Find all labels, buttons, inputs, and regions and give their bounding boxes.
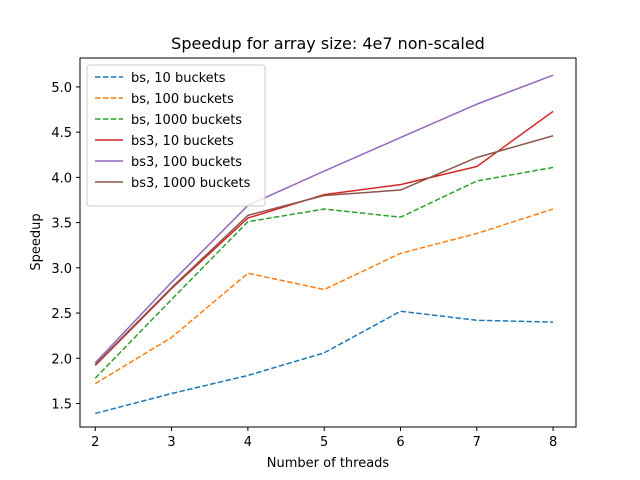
x-axis-label: Number of threads xyxy=(267,456,390,471)
x-axis: 2 3 4 5 6 7 8 xyxy=(91,427,557,450)
y-axis-label: Speedup xyxy=(29,213,44,270)
plot-frame xyxy=(79,57,577,428)
chart-title: Speedup for array size: 4e7 non-scaled xyxy=(171,34,485,53)
legend-label: bs, 10 buckets xyxy=(131,71,226,86)
x-tick-label: 5 xyxy=(320,435,328,450)
series-line-3 xyxy=(94,166,554,379)
y-tick-label: 4.5 xyxy=(51,126,72,141)
legend-label: bs3, 1000 buckets xyxy=(131,176,251,191)
x-tick-label: 2 xyxy=(91,435,99,450)
series-line-6 xyxy=(94,135,554,366)
y-tick-label: 4.0 xyxy=(51,171,72,186)
legend-label: bs, 100 buckets xyxy=(131,92,234,107)
y-tick-label: 3.5 xyxy=(51,217,72,232)
series-line-2 xyxy=(94,208,554,385)
y-tick-label: 5.0 xyxy=(51,81,72,96)
legend-label: bs3, 10 buckets xyxy=(131,134,234,149)
legend: bs, 10 buckets bs, 100 buckets bs, 1000 bu… xyxy=(86,64,266,207)
legend-label: bs3, 100 buckets xyxy=(131,155,242,170)
plot-lines xyxy=(94,74,554,415)
x-tick-label: 6 xyxy=(396,435,404,450)
legend-label: bs, 1000 buckets xyxy=(131,113,242,128)
y-axis: 1.5 2.0 2.5 3.0 3.5 4.0 4.5 5.0 xyxy=(51,81,80,412)
y-tick-label: 3.0 xyxy=(51,262,72,277)
x-tick-label: 4 xyxy=(244,435,252,450)
y-tick-label: 2.5 xyxy=(51,307,72,322)
legend-box xyxy=(86,64,266,207)
x-tick-label: 7 xyxy=(473,435,481,450)
y-tick-label: 1.5 xyxy=(51,397,72,412)
x-tick-label: 3 xyxy=(167,435,175,450)
x-tick-label: 8 xyxy=(549,435,557,450)
y-tick-label: 2.0 xyxy=(51,352,72,367)
series-line-1 xyxy=(95,310,554,415)
series-line-5 xyxy=(94,74,554,364)
